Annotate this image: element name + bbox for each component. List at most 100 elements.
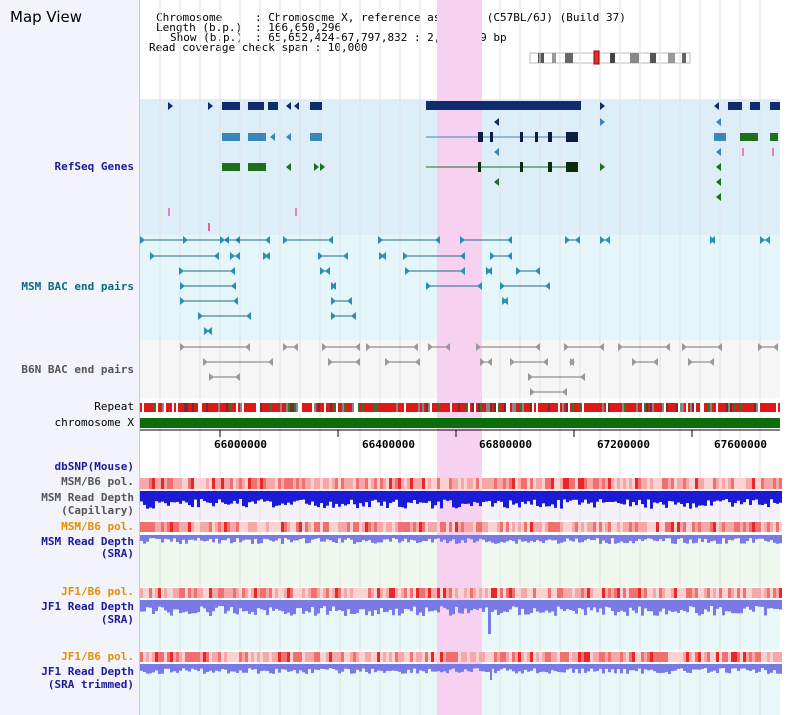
pol-heat-cell — [146, 478, 149, 489]
read-depth-bar — [650, 664, 653, 670]
pol-heat-cell — [230, 588, 233, 598]
pol-heat-cell — [635, 522, 638, 532]
repeat-segment — [462, 403, 464, 412]
read-depth-bar — [320, 535, 323, 542]
read-depth-bar — [698, 664, 701, 670]
pol-heat-cell — [290, 588, 293, 598]
read-depth-bar — [320, 491, 323, 504]
read-depth-bar — [446, 600, 449, 610]
read-depth-bar — [437, 535, 440, 539]
track-label-jf1-read-depth-sra[interactable]: JF1 Read Depth — [41, 600, 134, 613]
pol-heat-cell — [686, 522, 689, 532]
track-label-jf1-b6-pol-1[interactable]: JF1/B6 pol. — [61, 585, 134, 598]
read-depth-bar — [587, 499, 590, 504]
pol-heat-cell — [203, 652, 206, 662]
pol-heat-cell — [209, 478, 212, 489]
read-depth-bar — [590, 499, 593, 503]
pol-heat-cell — [197, 478, 200, 489]
pol-heat-cell — [245, 522, 248, 532]
read-depth-bar — [212, 664, 215, 673]
read-depth-bar — [227, 535, 230, 539]
track-label-dbsnp[interactable]: dbSNP(Mouse) — [54, 460, 134, 473]
repeat-segment — [476, 403, 478, 412]
pol-heat-cell — [392, 652, 395, 662]
read-depth-bar — [362, 535, 365, 541]
pol-heat-cell — [632, 652, 635, 662]
read-depth-bar — [683, 499, 686, 507]
repeat-segment — [324, 403, 326, 412]
strand-arrow — [270, 133, 275, 141]
read-depth-bar — [599, 535, 602, 544]
track-label-msm-b6-pol-2[interactable]: MSM/B6 pol. — [61, 520, 134, 533]
pol-heat-cell — [347, 522, 350, 532]
track-label-jf1-read-depth-trimmed[interactable]: JF1 Read Depth — [41, 665, 134, 678]
repeat-segment — [196, 403, 198, 412]
repeat-segment — [538, 403, 540, 412]
read-depth-bar — [206, 491, 209, 502]
pol-heat-cell — [545, 522, 548, 532]
pol-heat-cell — [158, 478, 161, 489]
read-depth-bar — [245, 535, 248, 540]
pol-heat-cell — [734, 652, 737, 662]
read-depth-bar — [494, 600, 497, 610]
pol-heat-cell — [686, 478, 689, 489]
pol-heat-cell — [287, 652, 290, 662]
read-depth-bar — [719, 535, 722, 544]
read-depth-bar — [458, 499, 461, 508]
track-label-refseq-genes[interactable]: RefSeq Genes — [54, 160, 134, 173]
pol-heat-cell — [629, 478, 632, 489]
read-depth-bar — [740, 535, 743, 544]
read-depth-bar — [293, 664, 296, 671]
repeat-segment — [228, 403, 230, 412]
strand-arrow — [286, 133, 291, 141]
pol-heat-cell — [299, 522, 302, 532]
track-label-msm-bac[interactable]: MSM BAC end pairs — [21, 280, 134, 293]
track-label-msm-b6-pol-1[interactable]: MSM/B6 pol. — [61, 475, 134, 488]
repeat-segment — [310, 403, 312, 412]
pol-heat-cell — [224, 478, 227, 489]
read-depth-bar — [602, 535, 605, 541]
repeat-segment — [454, 403, 456, 412]
read-depth-bar — [473, 535, 476, 543]
pol-heat-cell — [488, 478, 491, 489]
read-depth-bar — [536, 499, 539, 506]
pol-heat-cell — [587, 522, 590, 532]
repeat-segment — [248, 403, 250, 412]
repeat-segment — [762, 403, 764, 412]
read-depth-bar — [290, 535, 293, 543]
repeat-segment — [646, 403, 648, 412]
read-depth-bar — [323, 491, 326, 500]
read-depth-bar — [467, 535, 470, 539]
pol-heat-cell — [170, 478, 173, 489]
read-depth-bar — [353, 535, 356, 544]
read-depth-bar — [335, 499, 338, 504]
pol-heat-cell — [725, 652, 728, 662]
repeat-segment — [680, 403, 682, 412]
repeat-segment — [710, 403, 712, 412]
track-label-msm-read-depth-sra[interactable]: MSM Read Depth — [41, 535, 134, 548]
track-label-jf1-b6-pol-2[interactable]: JF1/B6 pol. — [61, 650, 134, 663]
read-depth-bar — [485, 491, 488, 502]
track-label-msm-read-depth-capillary[interactable]: MSM Read Depth — [41, 491, 134, 504]
pol-heat-cell — [743, 478, 746, 489]
read-depth-bar — [524, 600, 527, 615]
repeat-segment — [716, 403, 718, 412]
read-depth-bar — [290, 499, 293, 505]
pol-heat-cell — [548, 478, 551, 489]
read-depth-bar — [167, 499, 170, 506]
pol-heat-cell — [314, 588, 317, 598]
pol-heat-cell — [707, 522, 710, 532]
read-depth-bar — [551, 535, 554, 541]
read-depth-bar — [197, 491, 200, 502]
read-depth-bar — [461, 535, 464, 541]
genome-browser-canvas[interactable] — [140, 0, 800, 715]
pol-heat-cell — [260, 522, 263, 532]
pol-heat-cell — [614, 588, 617, 598]
repeat-segment — [624, 403, 626, 412]
track-label-b6n-bac[interactable]: B6N BAC end pairs — [21, 363, 134, 376]
read-depth-bar — [617, 600, 620, 612]
pol-heat-cell — [194, 522, 197, 532]
read-depth-bar — [632, 491, 635, 503]
pol-heat-cell — [362, 522, 365, 532]
read-depth-bar — [149, 491, 152, 503]
